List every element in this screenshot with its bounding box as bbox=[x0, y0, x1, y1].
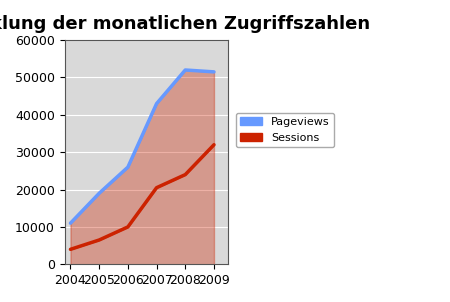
Legend: Pageviews, Sessions: Pageviews, Sessions bbox=[235, 113, 334, 147]
Title: Entwicklung der monatlichen Zugriffszahlen: Entwicklung der monatlichen Zugriffszahl… bbox=[0, 15, 370, 33]
